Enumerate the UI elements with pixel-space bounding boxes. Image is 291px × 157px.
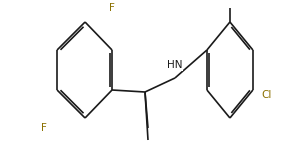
Text: F: F [109,3,115,13]
Text: Cl: Cl [262,90,272,100]
Text: HN: HN [167,60,183,70]
Text: F: F [41,123,47,133]
